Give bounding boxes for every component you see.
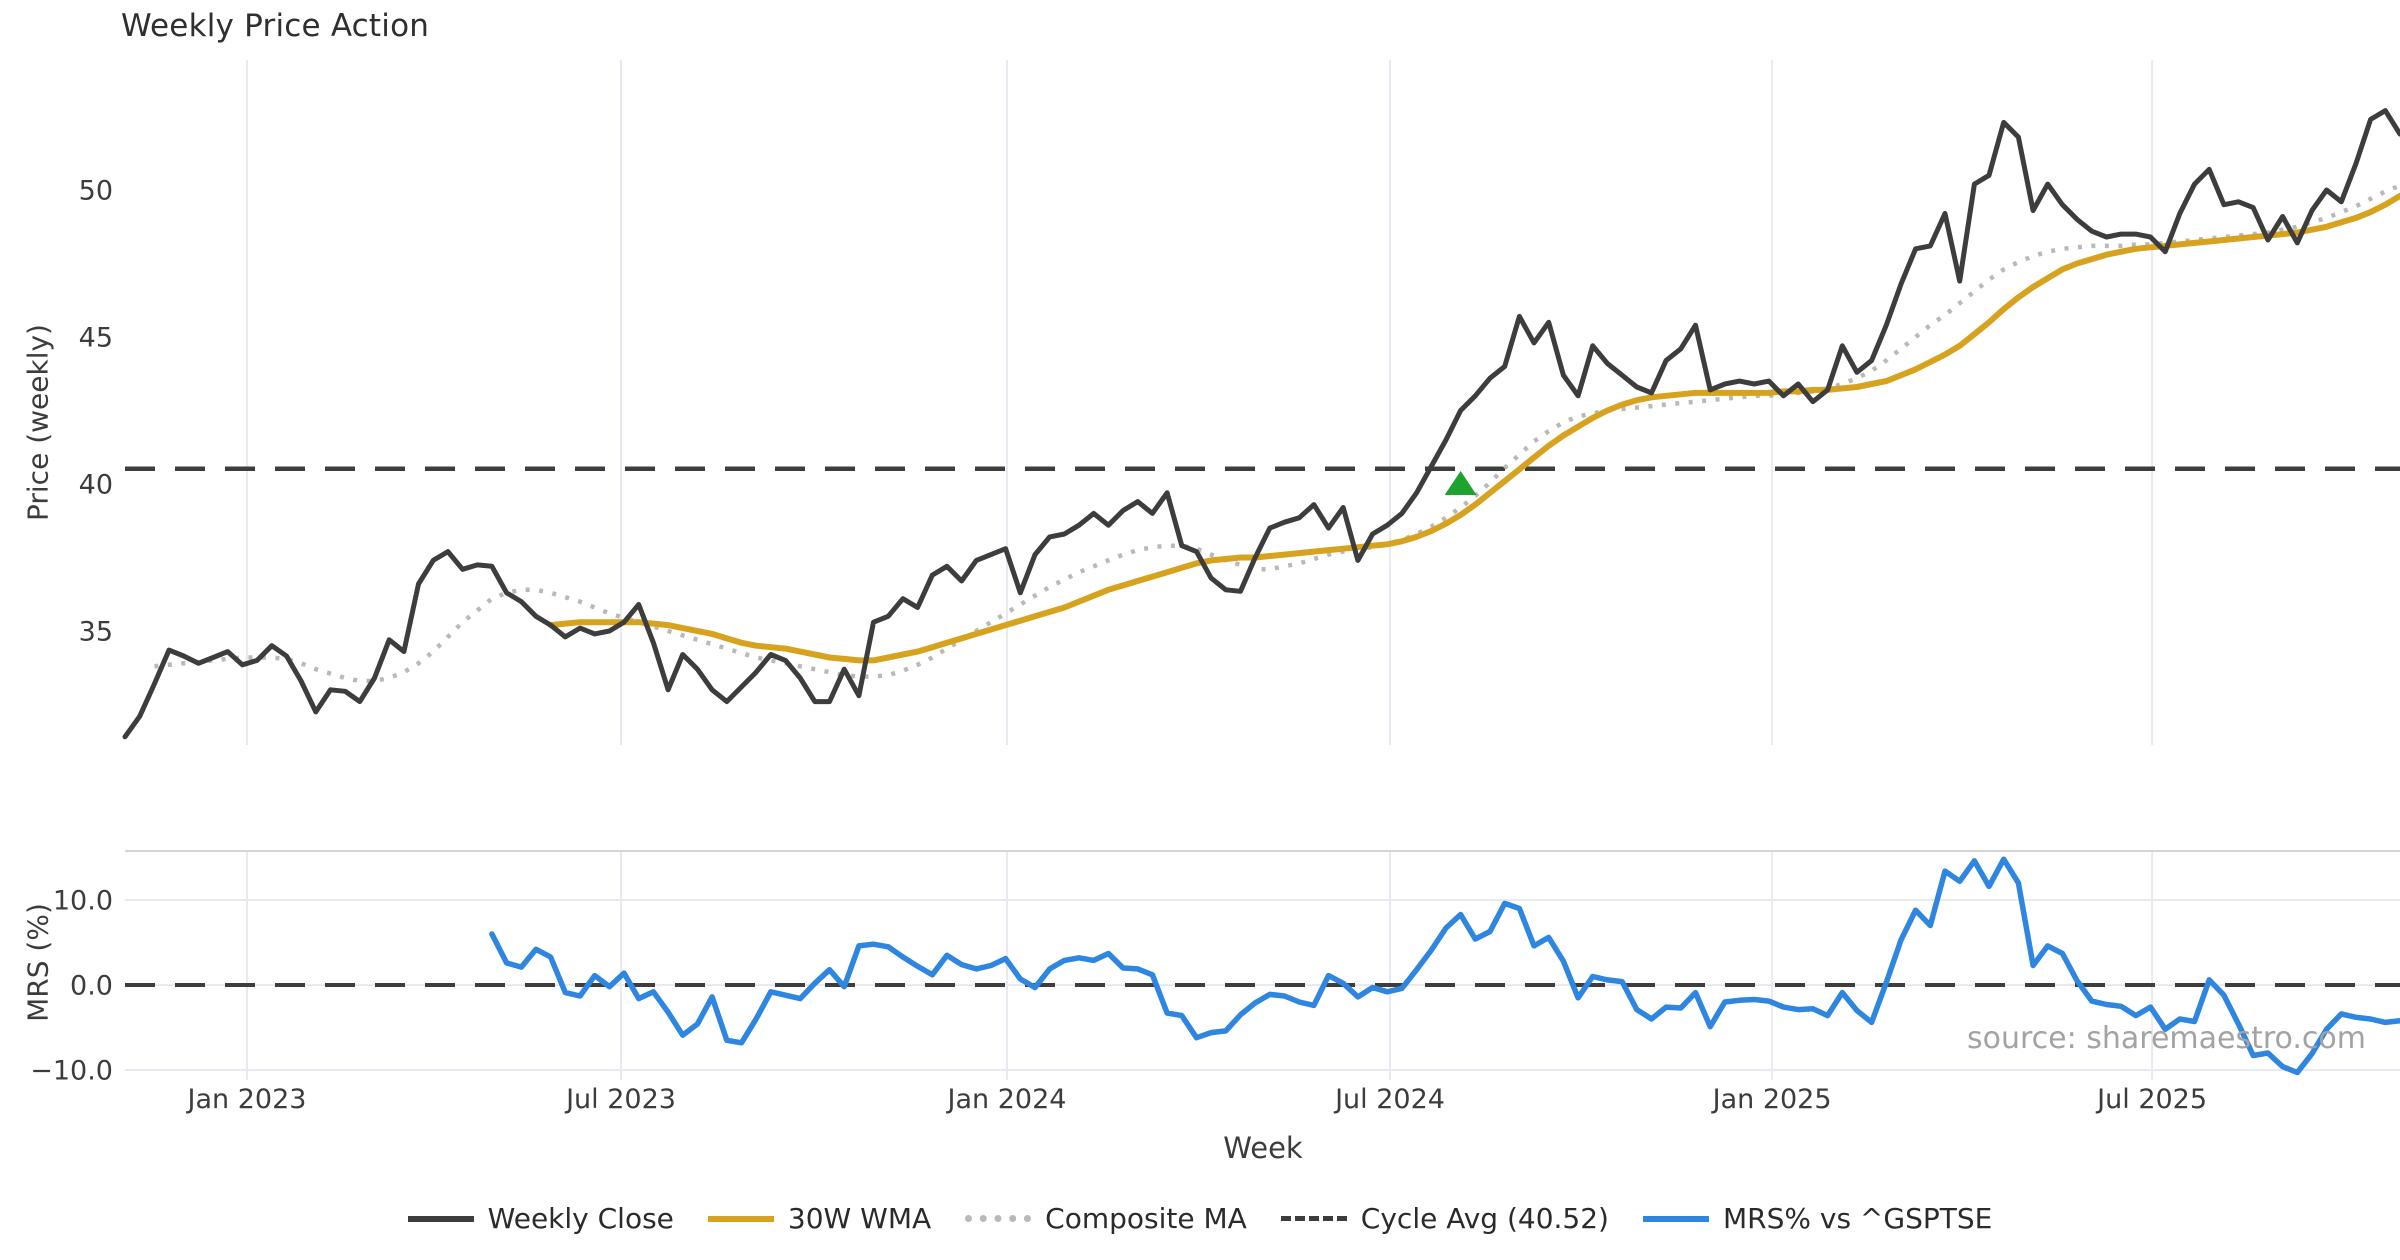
- chart-title: Weekly Price Action: [121, 8, 430, 44]
- x-tick-label: Jul 2023: [564, 1084, 676, 1115]
- legend-item-wma: 30W WMA: [707, 1202, 932, 1235]
- legend-item-weekly-close: Weekly Close: [407, 1202, 674, 1235]
- weekly-close-line: [122, 108, 2400, 740]
- legend: Weekly Close 30W WMA Composite MA Cycle …: [0, 1202, 2400, 1235]
- price-y-tick-label: 35: [79, 617, 113, 648]
- x-tick-label: Jan 2024: [946, 1084, 1067, 1115]
- legend-item-composite: Composite MA: [965, 1202, 1247, 1235]
- legend-label: 30W WMA: [787, 1202, 932, 1235]
- x-tick-label: Jul 2024: [1333, 1084, 1445, 1115]
- x-tick-label: Jan 2023: [186, 1084, 307, 1115]
- legend-label: Weekly Close: [487, 1202, 674, 1235]
- mrs-y-tick-label: 0.0: [70, 971, 113, 1002]
- buy-signal-triangle-icon: [1444, 471, 1477, 495]
- mrs-y-tick-label: −10.0: [30, 1056, 113, 1087]
- legend-label: Composite MA: [1045, 1202, 1247, 1235]
- source-watermark: source: sharemaestro.com: [1967, 1021, 2366, 1056]
- cycle-avg-swatch: [1280, 1216, 1347, 1221]
- composite-ma-line: [154, 183, 2400, 684]
- weekly-close-line-swatch: [407, 1215, 474, 1222]
- price-y-tick-label: 50: [79, 176, 113, 207]
- legend-label: Cycle Avg (40.52): [1360, 1202, 1609, 1235]
- price-axis-label: Price (weekly): [21, 324, 55, 521]
- legend-item-cycle-avg: Cycle Avg (40.52): [1280, 1202, 1609, 1235]
- price-y-tick-label: 40: [79, 470, 113, 501]
- mrs-line: [489, 856, 2400, 1076]
- x-tick-label: Jan 2025: [1711, 1084, 1832, 1115]
- wma-line-swatch: [707, 1215, 774, 1222]
- mrs-axis-label: MRS (%): [21, 903, 55, 1022]
- price-y-tick-label: 45: [79, 323, 113, 354]
- mrs-line-swatch: [1642, 1215, 1709, 1222]
- mrs-y-tick-label: 10.0: [53, 886, 113, 917]
- composite-ma-swatch: [965, 1215, 1032, 1222]
- wma-30w-line: [547, 192, 2400, 664]
- legend-item-mrs: MRS% vs ^GSPTSE: [1642, 1202, 1993, 1235]
- tick-label-layer: Jan 2023 Jul 2023 Jan 2024 Jul 2024 Jan 2025…: [30, 176, 2207, 1116]
- legend-label: MRS% vs ^GSPTSE: [1722, 1202, 1993, 1235]
- x-tick-label: Jul 2025: [2095, 1084, 2207, 1115]
- x-axis-label: Week: [1223, 1131, 1303, 1165]
